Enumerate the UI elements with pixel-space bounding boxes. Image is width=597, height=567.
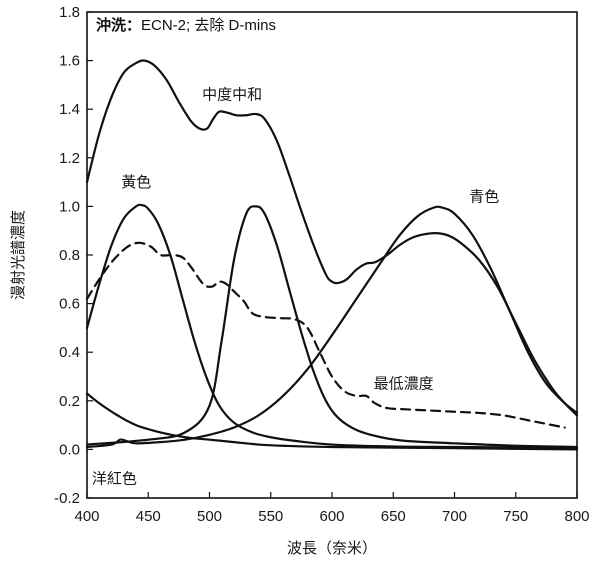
series-line-5: [85, 392, 579, 451]
y-tick-label: 1.8: [59, 4, 80, 21]
chart-title-rest: ECN-2; 去除 D-mins: [141, 17, 276, 34]
x-tick-label: 450: [136, 508, 161, 525]
y-tick-label: 0.2: [59, 393, 80, 410]
series-line-6: [85, 241, 566, 429]
y-tick-label: 1.2: [59, 150, 80, 167]
chart-title-prefix: 沖洗：: [96, 16, 141, 34]
x-tick-label: 500: [197, 508, 222, 525]
series-line-1: [85, 59, 579, 417]
y-axis-ticks: -0.2 0.0 0.2 0.4 0.6 0.8 1.0 1.2 1.4 1.6 1.8: [54, 4, 93, 507]
x-tick-label: 400: [74, 508, 99, 525]
x-tick-label: 700: [442, 508, 467, 525]
x-axis-title: 波長（奈米）: [287, 539, 377, 557]
series-annotation: 最低濃度: [374, 375, 434, 393]
x-axis-ticks: 400 450 500 550 600 650 700 750 800: [74, 492, 590, 525]
y-tick-label: 0.8: [59, 247, 80, 264]
y-tick-label: 1.4: [59, 101, 80, 118]
y-tick-label: 0.6: [59, 296, 80, 313]
y-axis-title: 漫射光譜濃度: [9, 210, 27, 300]
x-tick-label: 600: [319, 508, 344, 525]
y-tick-label: 1.6: [59, 53, 80, 70]
series-annotation: 洋紅色: [92, 469, 137, 487]
series-line-3: [85, 205, 579, 449]
series-annotation: 青色: [469, 188, 499, 206]
series-line-2: [85, 203, 579, 450]
y-tick-label: 0.4: [59, 344, 80, 361]
x-tick-label: 750: [503, 508, 528, 525]
series-line-4: [85, 205, 579, 449]
y-tick-label: 1.0: [59, 198, 80, 215]
series-annotation: 中度中和: [202, 85, 262, 103]
x-tick-label: 550: [258, 508, 283, 525]
x-tick-label: 800: [564, 508, 589, 525]
series-annotation: 黃色: [121, 173, 151, 191]
y-tick-label: -0.2: [54, 490, 80, 507]
y-tick-label: 0.0: [59, 441, 80, 458]
chart-title: 沖洗：ECN-2; 去除 D-mins: [96, 16, 276, 34]
series-layer: [85, 59, 579, 451]
x-tick-label: 650: [381, 508, 406, 525]
